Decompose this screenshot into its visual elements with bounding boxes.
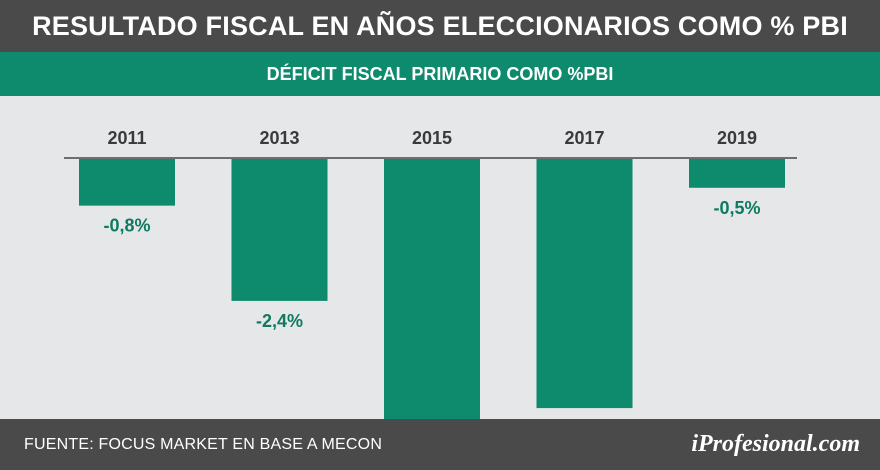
category-label-2013: 2013 — [259, 128, 299, 148]
category-label-2011: 2011 — [107, 128, 146, 148]
footer-bar: FUENTE: FOCUS MARKET EN BASE A MECON iPr… — [0, 419, 880, 470]
brand-logo: iProfesional.com — [691, 431, 860, 457]
chart-title: RESULTADO FISCAL EN AÑOS ELECCIONARIOS C… — [0, 0, 880, 52]
plot-area: 2011-0,8%2013-2,4%2015-4,4%2017-4,2%2019… — [0, 96, 880, 419]
category-label-2017: 2017 — [564, 128, 604, 148]
category-label-2019: 2019 — [717, 128, 757, 148]
bar-2013 — [231, 158, 328, 301]
source-note: FUENTE: FOCUS MARKET EN BASE A MECON — [24, 435, 383, 453]
bar-2011 — [79, 158, 175, 206]
bar-2017 — [536, 158, 633, 409]
value-label-2011: -0,8% — [103, 216, 150, 236]
bar-chart: 2011-0,8%2013-2,4%2015-4,4%2017-4,2%2019… — [64, 128, 797, 419]
bar-2019 — [689, 158, 785, 188]
bar-2015 — [384, 158, 480, 419]
value-label-2017: -4,2% — [561, 418, 608, 419]
chart-subtitle: DÉFICIT FISCAL PRIMARIO COMO %PBI — [0, 52, 880, 96]
value-label-2019: -0,5% — [713, 198, 760, 218]
value-label-2013: -2,4% — [256, 311, 303, 331]
category-label-2015: 2015 — [412, 128, 452, 148]
